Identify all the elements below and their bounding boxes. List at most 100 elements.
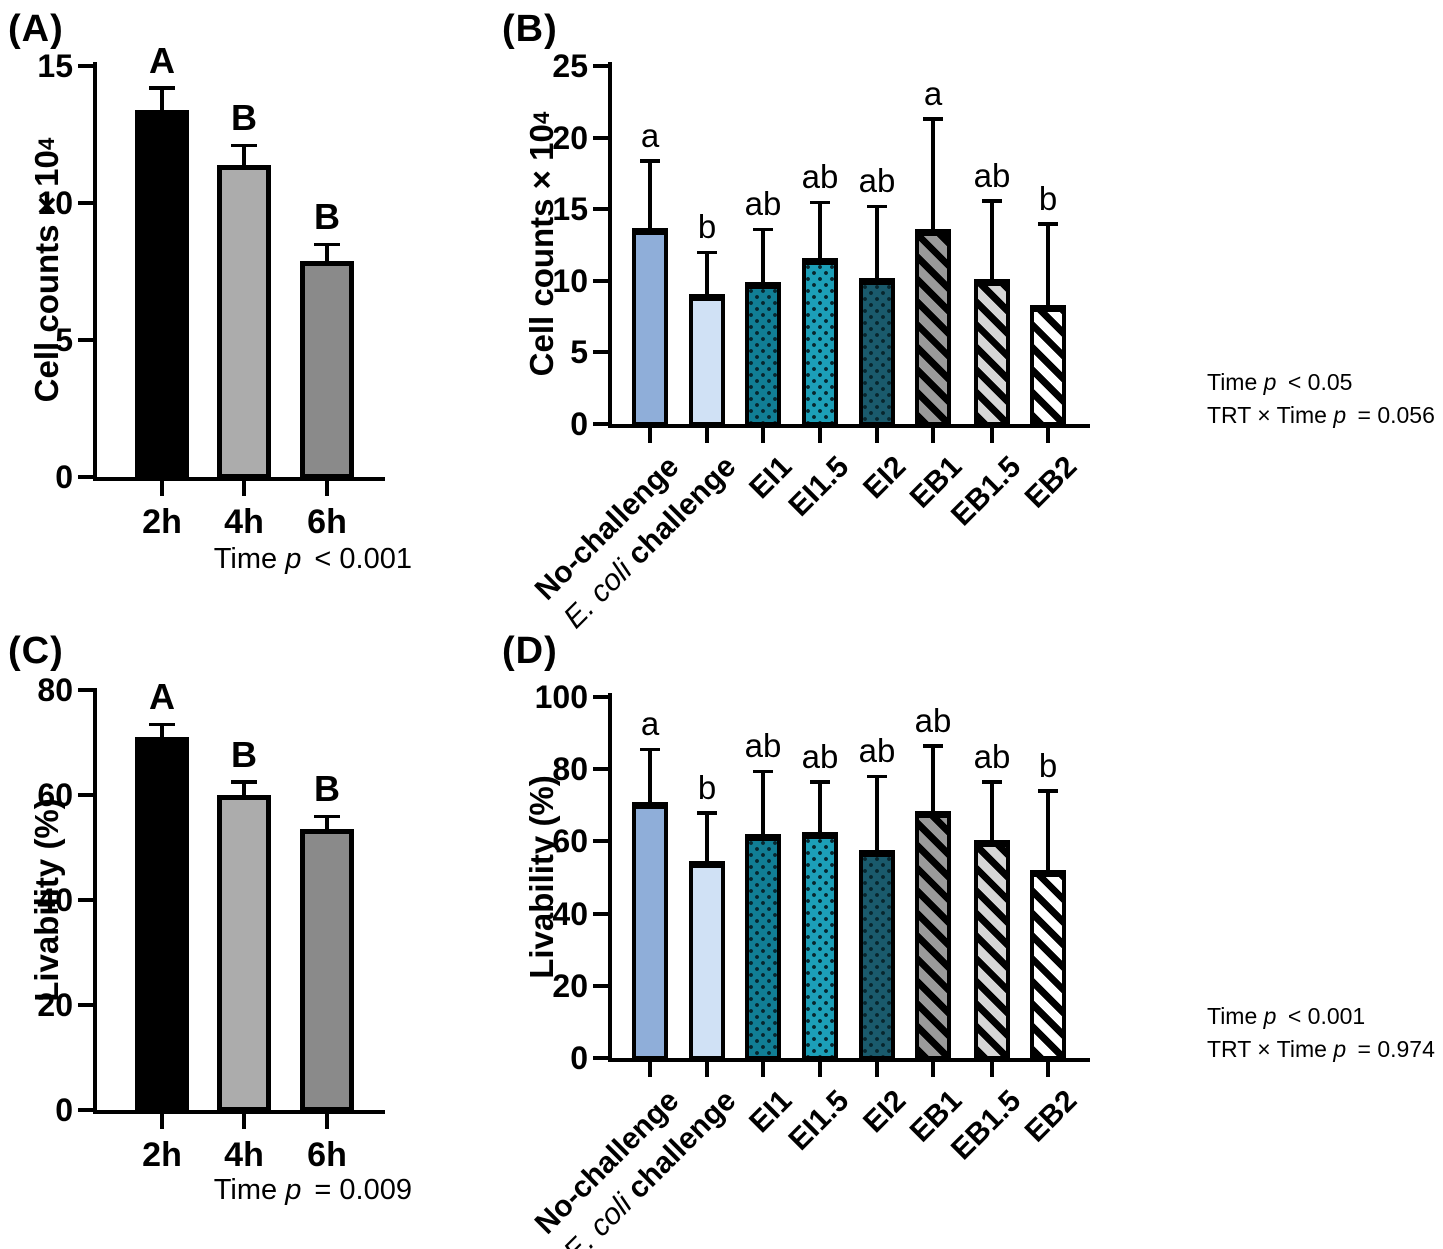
error-cap	[753, 769, 773, 773]
sig-letter: b	[697, 208, 717, 246]
error-cap	[314, 814, 340, 818]
x-tick	[761, 428, 765, 443]
y-tick-label: 15	[552, 191, 588, 228]
y-axis	[93, 688, 97, 1114]
x-tick-label: 4h	[224, 503, 264, 541]
error-cap	[640, 747, 660, 752]
sig-letter: b	[1038, 179, 1058, 217]
bar	[632, 801, 668, 1060]
y-tick-label: 10	[552, 262, 588, 299]
x-tick	[990, 428, 994, 443]
x-axis	[608, 424, 1090, 428]
x-tick	[761, 1062, 765, 1077]
bar	[135, 737, 189, 1112]
error-bar	[990, 781, 994, 840]
x-tick	[705, 1062, 709, 1077]
y-tick-label: 15	[37, 48, 73, 84]
caption-p-symbol: p	[285, 1174, 302, 1206]
error-cap	[753, 227, 773, 232]
bar	[859, 277, 895, 426]
annot-text: Time	[1207, 1003, 1264, 1029]
bar	[745, 834, 781, 1060]
error-bar	[818, 202, 822, 258]
x-tick	[875, 428, 879, 443]
error-cap	[697, 250, 717, 255]
bar	[745, 282, 781, 426]
x-tick-label: 2h	[142, 1136, 182, 1174]
y-tick	[78, 793, 93, 797]
x-label-text: EB2	[1018, 450, 1084, 515]
error-bar	[990, 200, 994, 280]
sig-letter: b	[1038, 746, 1058, 784]
y-tick	[593, 135, 608, 140]
y-tick	[78, 338, 93, 342]
caption-text: < 0.001	[306, 543, 412, 575]
annot-text: TRT × Time	[1207, 402, 1334, 428]
error-bar	[1046, 790, 1050, 871]
error-cap	[1038, 789, 1058, 793]
error-bar	[1046, 223, 1050, 306]
error-cap	[810, 780, 830, 784]
bar	[217, 164, 271, 479]
sig-letter: ab	[744, 727, 782, 764]
error-bar	[325, 244, 329, 261]
error-bar	[818, 781, 822, 833]
y-tick	[593, 983, 608, 988]
bar	[1030, 870, 1066, 1060]
panel-a-pvalue-caption: Time p < 0.001	[140, 543, 412, 576]
stats-line-interaction: TRT × Time p = 0.056	[1207, 399, 1435, 432]
sig-letter: B	[231, 97, 257, 139]
error-bar	[160, 87, 164, 110]
y-tick	[78, 1003, 93, 1007]
bar	[802, 257, 838, 426]
sig-letter: ab	[973, 156, 1011, 194]
y-tick	[593, 1056, 608, 1060]
sig-letter: B	[314, 768, 340, 809]
x-tick	[160, 481, 164, 496]
sig-letter: ab	[858, 162, 896, 200]
x-tick	[875, 1062, 879, 1077]
y-tick	[593, 695, 608, 699]
x-tick	[818, 1062, 822, 1077]
error-bar	[648, 749, 652, 802]
annot-p-symbol: p	[1263, 1003, 1277, 1029]
y-axis	[93, 62, 97, 481]
y-tick	[593, 278, 608, 283]
error-bar	[761, 771, 765, 835]
y-tick-label: 80	[37, 672, 73, 708]
panel-a-y-axis-title: Cell counts × 10 4	[23, 20, 71, 520]
sig-letter: ab	[858, 732, 896, 770]
panel-d-stats-annotation: Time p < 0.001 TRT × Time p = 0.974	[1207, 1000, 1435, 1066]
error-bar	[931, 745, 935, 811]
bar	[974, 839, 1010, 1060]
y-tick-label: 40	[37, 882, 73, 918]
x-tick	[705, 428, 709, 443]
stats-line-time: Time p < 0.001	[1207, 1000, 1435, 1033]
y-tick-label: 60	[552, 823, 588, 860]
bar	[859, 850, 895, 1060]
y-tick	[593, 350, 608, 355]
bar	[689, 861, 725, 1060]
error-cap	[231, 780, 257, 784]
y-tick-label: 5	[55, 322, 73, 358]
error-cap	[231, 143, 257, 148]
error-cap	[923, 117, 943, 121]
error-bar	[242, 145, 246, 165]
y-tick-label: 100	[534, 679, 588, 715]
annot-p-symbol: p	[1333, 402, 1347, 428]
sig-letter: ab	[914, 701, 952, 739]
y-tick	[593, 767, 608, 772]
error-bar	[242, 781, 246, 795]
y-tick	[593, 207, 608, 212]
y-axis-title-superscript: 4	[34, 137, 59, 151]
bar	[915, 229, 951, 426]
y-tick-label: 0	[570, 406, 588, 442]
x-tick	[242, 481, 246, 496]
error-cap	[982, 199, 1002, 203]
x-tick	[931, 1062, 935, 1077]
x-tick	[325, 481, 329, 496]
y-tick	[78, 475, 93, 479]
bar	[689, 293, 725, 426]
error-cap	[982, 780, 1002, 784]
